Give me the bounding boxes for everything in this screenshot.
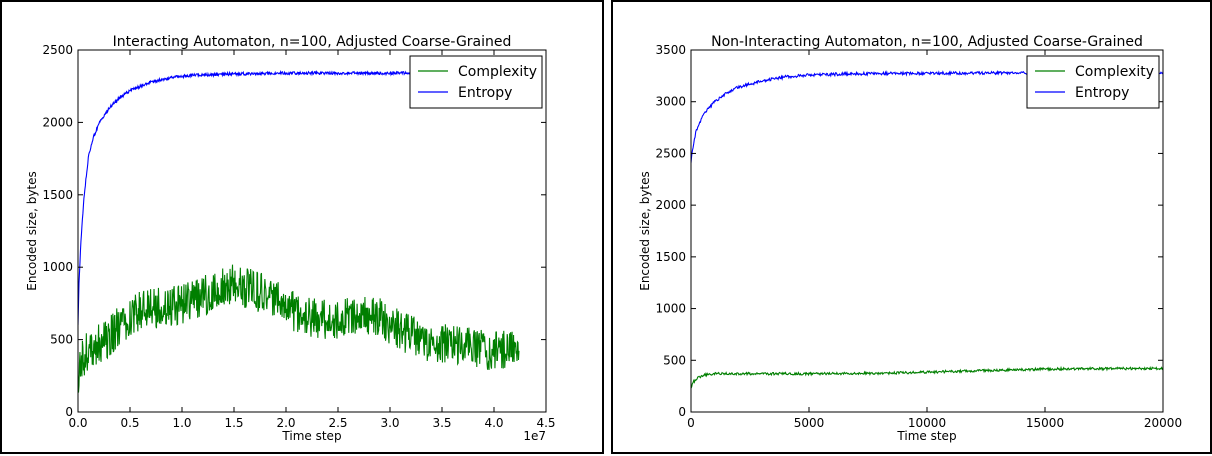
y-tick-label: 0 bbox=[65, 405, 73, 419]
legend-box bbox=[1026, 55, 1160, 109]
x-tick-label: 1.0 bbox=[172, 416, 191, 430]
legend: Complexity Entropy bbox=[1026, 55, 1160, 109]
chart-panel-non-interacting: 0 5000 10000 15000 20000 0 500 1000 1500 2000 2500… bbox=[611, 0, 1212, 454]
x-tick-label: 20000 bbox=[1144, 416, 1182, 430]
chart-title: Interacting Automaton, n=100, Adjusted C… bbox=[113, 34, 512, 50]
legend: Complexity Entropy bbox=[409, 55, 543, 109]
y-tick-label: 1500 bbox=[42, 188, 73, 202]
legend-label-complexity: Complexity bbox=[1075, 64, 1154, 80]
series-line-complexity bbox=[691, 365, 1163, 389]
legend-box bbox=[409, 55, 543, 109]
y-tick-label: 500 bbox=[50, 333, 73, 347]
x-tick-label: 1.5 bbox=[224, 416, 243, 430]
y-tick-label: 500 bbox=[663, 353, 686, 367]
x-tick-label: 15000 bbox=[1026, 416, 1064, 430]
legend-label-complexity: Complexity bbox=[458, 64, 537, 80]
x-tick-label: 2.0 bbox=[276, 416, 295, 430]
y-tick-label: 2000 bbox=[42, 115, 73, 129]
x-tick-label: 10000 bbox=[908, 416, 946, 430]
y-tick-label: 1500 bbox=[655, 250, 686, 264]
chart-non-interacting: 0 5000 10000 15000 20000 0 500 1000 1500 2000 2500… bbox=[638, 34, 1182, 443]
y-tick-label: 1000 bbox=[42, 260, 73, 274]
x-tick-label: 2.5 bbox=[328, 416, 347, 430]
y-tick-label: 3000 bbox=[655, 95, 686, 109]
y-tick-label: 0 bbox=[678, 405, 686, 419]
x-axis-label: Time step bbox=[896, 429, 956, 443]
series-line-complexity bbox=[78, 264, 520, 393]
y-axis-label: Encoded size, bytes bbox=[638, 171, 652, 291]
x-tick-label: 4.0 bbox=[484, 416, 503, 430]
chart-panel-interacting: 0.0 0.5 1.0 1.5 2.0 2.5 3.0 3.5 4.0 4.5 0 500 1000 15… bbox=[0, 0, 604, 454]
legend-label-entropy: Entropy bbox=[458, 85, 512, 101]
y-tick-label: 2000 bbox=[655, 198, 686, 212]
y-tick-label: 2500 bbox=[655, 146, 686, 160]
chart-interacting: 0.0 0.5 1.0 1.5 2.0 2.5 3.0 3.5 4.0 4.5 0 500 1000 15… bbox=[25, 34, 556, 443]
x-tick-label: 4.5 bbox=[536, 416, 555, 430]
chart-title: Non-Interacting Automaton, n=100, Adjust… bbox=[711, 34, 1143, 50]
x-tick-label: 0.0 bbox=[68, 416, 87, 430]
x-tick-label: 0 bbox=[687, 416, 695, 430]
y-tick-label: 1000 bbox=[655, 302, 686, 316]
y-axis-label: Encoded size, bytes bbox=[25, 171, 39, 291]
y-tick-label: 2500 bbox=[42, 43, 73, 57]
x-tick-label: 3.0 bbox=[380, 416, 399, 430]
x-tick-label: 5000 bbox=[794, 416, 825, 430]
x-tick-label: 3.5 bbox=[432, 416, 451, 430]
y-tick-label: 3500 bbox=[655, 43, 686, 57]
plot-frame bbox=[77, 49, 547, 413]
legend-label-entropy: Entropy bbox=[1075, 85, 1129, 101]
x-tick-label: 0.5 bbox=[120, 416, 139, 430]
plot-area bbox=[691, 50, 1163, 412]
x-axis-label: Time step bbox=[281, 429, 341, 443]
x-axis-multiplier: 1e7 bbox=[523, 429, 546, 443]
